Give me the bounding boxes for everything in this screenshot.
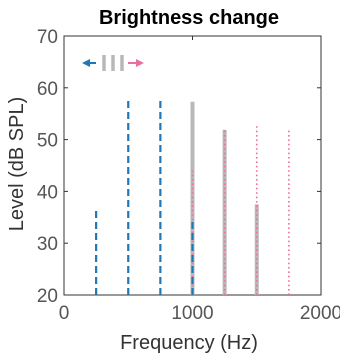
x-tick-label: 0 bbox=[59, 303, 70, 324]
plot-area: 0 1000 2000 20 30 40 50 60 70 bbox=[37, 27, 340, 324]
y-tick-label: 20 bbox=[37, 286, 58, 307]
x-axis-label: Frequency (Hz) bbox=[120, 332, 258, 354]
legend-arrow-left-head bbox=[82, 59, 90, 67]
y-axis-label: Level (dB SPL) bbox=[6, 97, 28, 232]
y-tick-label: 40 bbox=[37, 182, 58, 203]
x-tick-label: 2000 bbox=[300, 303, 340, 324]
legend-arrow-right-head bbox=[136, 59, 144, 67]
y-tick-label: 60 bbox=[37, 79, 58, 100]
chart-title: Brightness change bbox=[99, 7, 279, 29]
y-tick-label: 30 bbox=[37, 234, 58, 255]
y-tick-label: 50 bbox=[37, 131, 58, 152]
y-tick-label: 70 bbox=[37, 27, 58, 48]
x-tick-label: 1000 bbox=[171, 303, 213, 324]
